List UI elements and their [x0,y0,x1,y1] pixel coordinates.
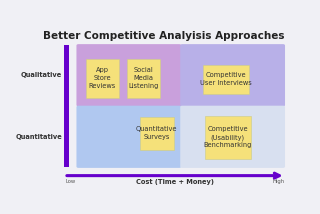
Text: Cost (Time + Money): Cost (Time + Money) [136,179,214,185]
Text: Social
Media
Listening: Social Media Listening [128,67,159,89]
Text: Better Competitive Analyisis Approaches: Better Competitive Analyisis Approaches [43,31,285,41]
FancyBboxPatch shape [127,59,159,98]
FancyBboxPatch shape [76,106,181,168]
Text: Qualitative: Qualitative [21,72,62,78]
FancyBboxPatch shape [140,117,174,150]
Text: Competitive
User Interviews: Competitive User Interviews [200,73,252,86]
FancyBboxPatch shape [86,59,119,98]
FancyBboxPatch shape [203,65,249,94]
Bar [64,45,68,166]
FancyBboxPatch shape [205,116,251,159]
FancyBboxPatch shape [180,106,285,168]
Text: Quantitative
Surveys: Quantitative Surveys [136,126,178,140]
Text: Quantitative: Quantitative [15,134,62,140]
Text: Competitive
(Usability)
Benchmarking: Competitive (Usability) Benchmarking [204,126,252,149]
FancyBboxPatch shape [76,44,181,106]
FancyBboxPatch shape [180,44,285,106]
Text: Low: Low [65,179,76,184]
Text: App
Store
Reviews: App Store Reviews [89,67,116,89]
Text: High: High [272,179,284,184]
